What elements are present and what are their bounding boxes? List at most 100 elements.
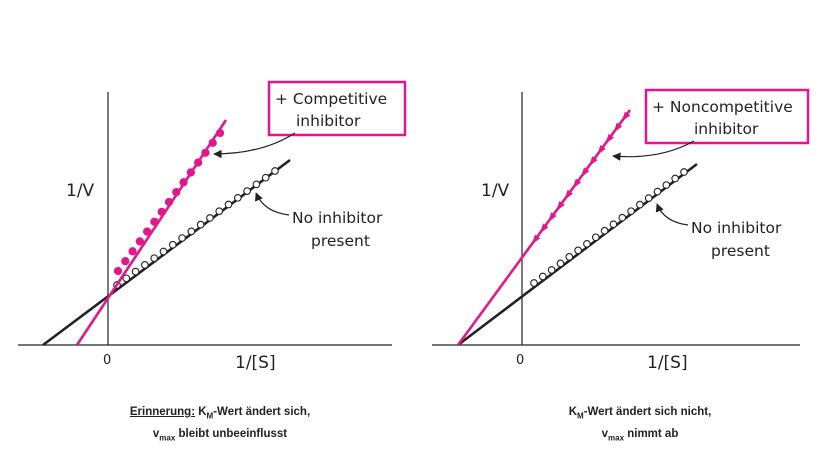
no-inhibitor-marker [574, 246, 582, 255]
left-origin-label: 0 [103, 353, 111, 368]
left-inhibitor-label-box [267, 80, 407, 137]
right-inhibitor-points [531, 111, 631, 245]
right-caption-km-sub: M [577, 411, 584, 421]
right-caption: KM-Wert ändert sich nicht, vmax nimmt ab [490, 403, 790, 448]
no-inhibitor-marker [168, 240, 177, 249]
no-inhibitor-marker [178, 234, 186, 242]
right-inhibitor-label-box [644, 88, 810, 145]
left-inhibitor-points [113, 128, 225, 276]
left-caption-line2-rest: bleibt unbeeinflusst [175, 428, 288, 441]
no-inhibitor-marker [224, 200, 233, 209]
left-no-inhibitor-label-line2: present [311, 232, 370, 250]
left-inhibitor-label-line1: + Competitive [275, 90, 387, 108]
no-inhibitor-marker [271, 167, 279, 175]
no-inhibitor-marker [131, 267, 140, 276]
right-y-axis-label: 1/V [481, 181, 510, 201]
no-inhibitor-marker [680, 168, 688, 176]
left-inhibitor-pointer-arrow [213, 132, 296, 159]
no-inhibitor-marker [187, 227, 196, 236]
right-no-inhibitor-pointer-arrow [655, 203, 689, 226]
no-inhibitor-marker [141, 261, 149, 269]
left-caption: Erinnerung: KM-Wert ändert sich, vmax bl… [70, 403, 370, 448]
competitive-panel: 1/V 0 1/[S] + Competitive inhibitor No i… [18, 80, 407, 373]
right-no-inhibitor-label-line2: present [711, 242, 770, 260]
no-inhibitor-marker [261, 173, 270, 182]
inhibitor-marker [605, 133, 614, 144]
no-inhibitor-marker [538, 272, 547, 281]
inhibitor-marker [179, 178, 188, 187]
inhibitor-marker [580, 167, 590, 178]
noncompetitive-panel: 1/V 0 1/[S] + Noncompetitive inhibitor N… [432, 88, 810, 373]
no-inhibitor-marker [196, 220, 205, 229]
left-caption-v-sub: max [159, 433, 176, 443]
right-caption-v-sub: max [608, 433, 625, 443]
left-caption-prefix: Erinnerung: [129, 406, 196, 418]
right-caption-line2: vmax nimmt ab [490, 425, 790, 447]
right-caption-line2-rest: nimmt ab [624, 428, 679, 441]
inhibitor-marker [539, 223, 549, 234]
no-inhibitor-marker [636, 200, 644, 209]
right-no-inhibitor-points [530, 168, 688, 287]
no-inhibitor-marker [530, 279, 538, 287]
no-inhibitor-marker [627, 207, 635, 216]
no-inhibitor-marker [215, 207, 224, 216]
no-inhibitor-marker [122, 274, 131, 283]
left-inhibitor-line [75, 119, 228, 346]
left-caption-v: v [152, 428, 160, 441]
no-inhibitor-marker [233, 193, 242, 202]
left-caption-line2: vmax bleibt unbeeinflusst [70, 425, 370, 447]
no-inhibitor-marker [159, 247, 168, 256]
inhibitor-marker [164, 197, 174, 207]
no-inhibitor-marker [671, 174, 680, 183]
inhibitor-marker [215, 128, 225, 138]
right-no-inhibitor-label-line1: No inhibitor [691, 219, 782, 237]
no-inhibitor-marker [653, 187, 662, 196]
no-inhibitor-marker [252, 180, 261, 189]
left-x-axis-label: 1/[S] [235, 353, 276, 373]
no-inhibitor-marker [662, 181, 671, 189]
no-inhibitor-marker [618, 213, 627, 222]
no-inhibitor-marker [583, 239, 591, 248]
inhibitor-marker [613, 122, 623, 133]
inhibitor-marker [597, 145, 606, 155]
left-no-inhibitor-points [113, 167, 279, 289]
inhibitor-marker [572, 178, 582, 189]
right-x-axis-label: 1/[S] [647, 353, 688, 373]
no-inhibitor-marker [547, 266, 556, 274]
inhibitor-marker [208, 138, 217, 148]
left-caption-km-sub: M [206, 411, 214, 421]
inhibitor-marker [128, 247, 137, 256]
inhibitor-marker [121, 256, 130, 266]
inhibitor-marker [589, 156, 598, 167]
no-inhibitor-marker [206, 214, 214, 222]
right-caption-line1: KM-Wert ändert sich nicht, [490, 403, 790, 425]
inhibitor-marker [556, 200, 565, 211]
inhibitor-marker [201, 148, 210, 157]
right-inhibitor-pointer-arrow [612, 140, 695, 161]
inhibitor-marker [150, 217, 159, 226]
left-inhibitor-label-line2: inhibitor [296, 112, 361, 130]
inhibitor-marker [193, 158, 203, 167]
left-no-inhibitor-label-line1: No inhibitor [292, 209, 383, 227]
inhibitor-marker [621, 111, 631, 122]
no-inhibitor-marker [243, 187, 251, 195]
right-caption-v: v [601, 428, 609, 441]
no-inhibitor-marker [609, 220, 618, 229]
no-inhibitor-marker [600, 226, 609, 235]
left-y-axis-label: 1/V [66, 181, 95, 201]
inhibitor-marker [531, 234, 541, 245]
right-caption-km: K [568, 406, 578, 418]
right-origin-label: 0 [516, 353, 524, 368]
left-no-inhibitor-pointer-arrow [255, 192, 290, 216]
left-caption-km: K [198, 406, 207, 418]
no-inhibitor-marker [644, 194, 653, 202]
left-caption-line1: Erinnerung: KM-Wert ändert sich, [70, 403, 370, 425]
inhibitor-marker [135, 237, 145, 246]
no-inhibitor-marker [556, 259, 565, 268]
no-inhibitor-marker [150, 254, 159, 263]
inhibitor-marker [564, 189, 573, 200]
no-inhibitor-marker [565, 253, 574, 261]
inhibitor-marker [113, 266, 123, 276]
inhibitor-marker [142, 227, 152, 236]
